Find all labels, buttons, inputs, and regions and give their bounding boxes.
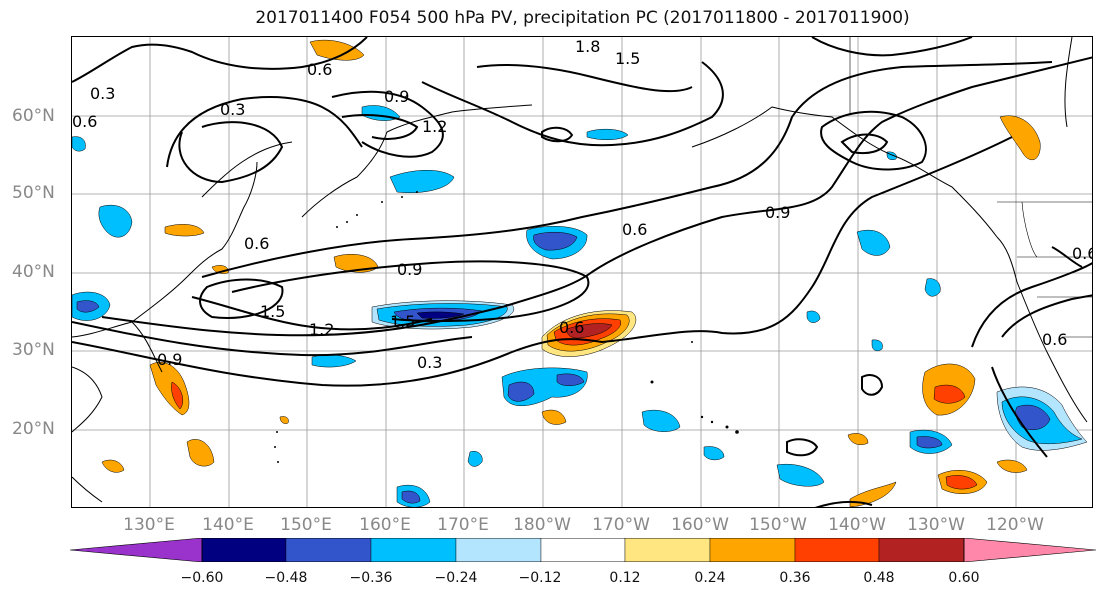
colorbar-tick: 0.60 <box>948 570 980 586</box>
lon-label-140e: 140°E <box>202 515 254 535</box>
colorbar-tick: −0.48 <box>264 570 308 586</box>
contour-label: 0.3 <box>417 353 442 372</box>
colorbar-tick: −0.36 <box>349 570 393 586</box>
lat-label-40n: 40°N <box>12 262 55 282</box>
contour-label: 1.5 <box>390 312 415 331</box>
contour-label: 0.6 <box>307 60 332 79</box>
lon-label-170e: 170°E <box>437 515 489 535</box>
contour-label: 0.6 <box>1072 244 1093 263</box>
colorbar-tick: 0.36 <box>779 570 811 586</box>
lon-label-150w: 150°W <box>749 515 807 535</box>
map-title: 2017011400 F054 500 hPa PV, precipitatio… <box>255 8 910 28</box>
colorbar-segment <box>540 538 626 562</box>
colorbar-extend-low <box>70 538 203 562</box>
gridlines <box>72 37 1092 507</box>
lon-label-130e: 130°E <box>123 515 175 535</box>
contour-label: 0.9 <box>384 87 409 106</box>
contour-label: 0.3 <box>220 100 245 119</box>
lon-label-150e: 150°E <box>280 515 332 535</box>
colorbar-segment <box>285 538 372 562</box>
lon-label-170w: 170°W <box>592 515 650 535</box>
colorbar-tick: −0.24 <box>434 570 478 586</box>
negative-precip-shading <box>72 105 1088 507</box>
contour-label: 0.6 <box>559 318 584 337</box>
colorbar-segment <box>624 538 711 562</box>
contour-label: 1.8 <box>575 37 600 56</box>
contour-label: 0.9 <box>397 260 422 279</box>
colorbar-segment <box>794 538 880 562</box>
contour-label: 0.6 <box>244 234 269 253</box>
contour-label: 0.6 <box>72 112 97 131</box>
colorbar-segment <box>455 538 542 562</box>
pv-contours <box>72 37 1092 507</box>
contour-label: 0.3 <box>90 84 115 103</box>
contour-label: 0.6 <box>1042 330 1067 349</box>
colorbar-segment <box>878 538 965 562</box>
contour-label: 1.5 <box>615 49 640 68</box>
colorbar <box>70 538 1096 562</box>
contour-label: 0.6 <box>622 220 647 239</box>
colorbar-extend-high <box>963 538 1096 562</box>
lon-label-160w: 160°W <box>671 515 729 535</box>
lon-label-120w: 120°W <box>986 515 1044 535</box>
contour-label: 0.9 <box>157 350 182 369</box>
coastlines <box>72 37 1088 503</box>
colorbar-tick: −0.60 <box>180 570 224 586</box>
contour-label: 0.9 <box>765 203 790 222</box>
boundaries <box>849 37 1092 338</box>
lon-label-140w: 140°W <box>828 515 886 535</box>
contour-label: 1.2 <box>309 320 334 339</box>
contour-label: 1.2 <box>422 117 447 136</box>
lon-label-180w: 180°W <box>513 515 571 535</box>
lat-label-30n: 30°N <box>12 340 55 360</box>
colorbar-tick: −0.12 <box>518 570 562 586</box>
colorbar-tick: 0.12 <box>609 570 641 586</box>
contour-labels: 1.8 1.5 0.6 0.3 0.3 0.6 0.9 1.2 0.6 0.9 … <box>72 37 1093 372</box>
lat-label-60n: 60°N <box>12 106 55 126</box>
map-panel: 1.8 1.5 0.6 0.3 0.3 0.6 0.9 1.2 0.6 0.9 … <box>71 36 1093 508</box>
lat-label-20n: 20°N <box>12 419 55 439</box>
colorbar-segment <box>709 538 796 562</box>
contour-label: 1.5 <box>260 302 285 321</box>
colorbar-tick: 0.24 <box>694 570 726 586</box>
lon-label-160e: 160°E <box>359 515 411 535</box>
colorbar-segment <box>201 538 287 562</box>
colorbar-segment <box>370 538 457 562</box>
lat-label-50n: 50°N <box>12 183 55 203</box>
islands <box>274 191 739 463</box>
colorbar-tick: 0.48 <box>863 570 895 586</box>
map-canvas: 1.8 1.5 0.6 0.3 0.3 0.6 0.9 1.2 0.6 0.9 … <box>72 37 1093 507</box>
lon-label-130w: 130°W <box>907 515 965 535</box>
